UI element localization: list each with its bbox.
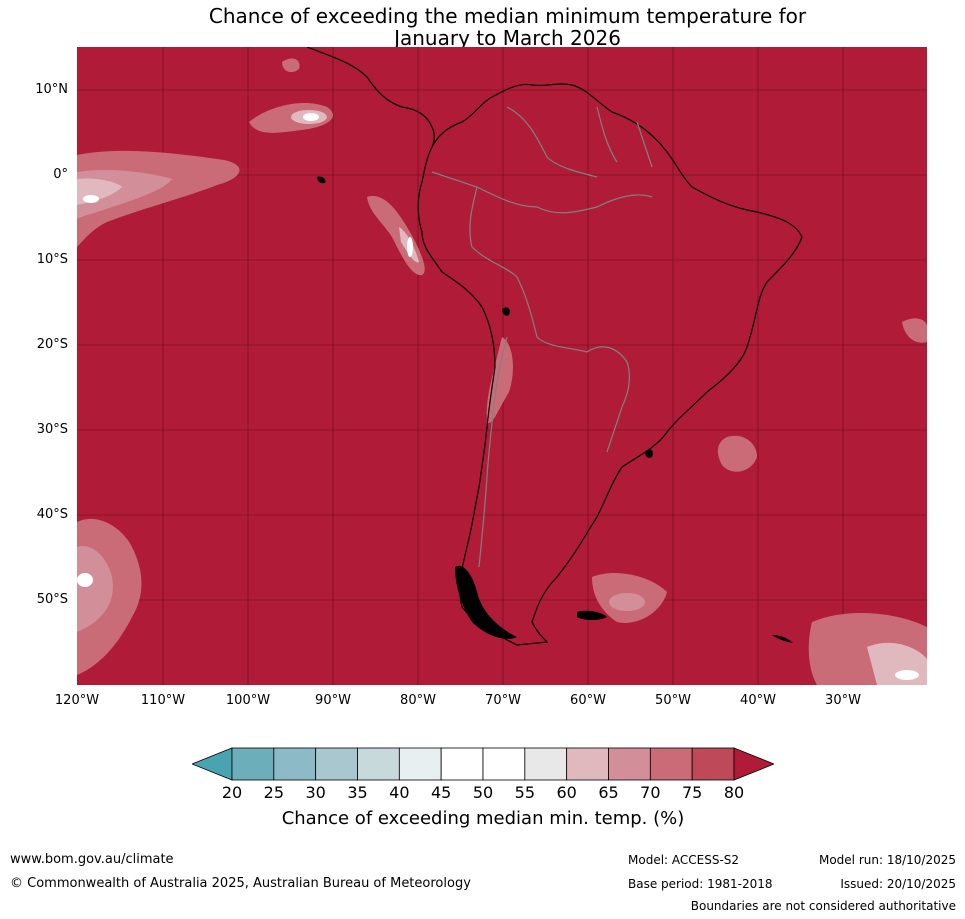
- colorbar-tick-label: 35: [347, 783, 368, 802]
- falkland-islands: [577, 610, 607, 620]
- disclaimer-text: Boundaries are not considered authoritat…: [690, 899, 956, 913]
- title-line-1: Chance of exceeding the median minimum t…: [208, 4, 807, 28]
- lon-label-30w: 30°W: [825, 693, 861, 708]
- lon-label-100w: 100°W: [225, 693, 271, 708]
- title-line-2: January to March 2026: [394, 26, 621, 50]
- colorbar-over-arrow: [733, 747, 774, 781]
- lake-titicaca: [502, 307, 510, 316]
- colorbar-tick-label: 60: [556, 783, 577, 802]
- map-panel: [77, 47, 927, 685]
- colorbar-label: Chance of exceeding median min. temp. (%…: [281, 808, 685, 829]
- lon-label-110w: 110°W: [140, 693, 186, 708]
- colorbar-tick-label: 45: [430, 783, 452, 802]
- lat-label-10n: 10°N: [35, 82, 68, 97]
- base-period-text: Base period: 1981-2018: [628, 877, 773, 891]
- colorbar-cell: [482, 747, 526, 781]
- central-america-coastline: [306, 47, 435, 148]
- colorbar-cell: [608, 747, 651, 781]
- patagonia-islands: [455, 565, 517, 639]
- lat-label-0: 0°: [53, 167, 68, 182]
- colorbar-cell: [398, 747, 442, 781]
- colorbar-cell: [273, 747, 317, 781]
- colorbar-cell: [440, 747, 484, 781]
- graticule: [77, 47, 927, 685]
- colorbar-cell: [524, 747, 568, 781]
- lon-label-90w: 90°W: [315, 693, 351, 708]
- issued-text: Issued: 20/10/2025: [840, 877, 956, 891]
- lat-label-40s: 40°S: [36, 507, 68, 522]
- lon-label-120w: 120°W: [54, 693, 100, 708]
- lon-label-40w: 40°W: [740, 693, 776, 708]
- colorbar-cell: [566, 747, 609, 781]
- colorbar-tick-label: 50: [472, 783, 494, 802]
- colorbar-tick-label: 30: [305, 783, 326, 802]
- probability-patches: [77, 58, 927, 685]
- south-georgia: [772, 635, 793, 643]
- copyright-text: © Commonwealth of Australia 2025, Austra…: [10, 876, 471, 891]
- lagoa-dos-patos: [645, 449, 653, 458]
- colorbar-tick-label: 55: [514, 783, 535, 802]
- model-text: Model: ACCESS-S2: [628, 853, 740, 867]
- colorbar: [192, 747, 774, 781]
- south-america-coastline: [417, 83, 803, 646]
- lon-label-60w: 60°W: [570, 693, 606, 708]
- lon-label-80w: 80°W: [400, 693, 436, 708]
- colorbar-cell: [649, 747, 693, 781]
- model-run-text: Model run: 18/10/2025: [818, 853, 956, 867]
- lat-label-30s: 30°S: [36, 422, 68, 437]
- website-link[interactable]: www.bom.gov.au/climate: [10, 852, 174, 867]
- colorbar-tick-label: 65: [598, 783, 619, 802]
- colorbar-cell: [231, 747, 275, 781]
- colorbar-tick-label: 25: [263, 783, 284, 802]
- colorbar-tick-label: 80: [723, 783, 745, 802]
- galapagos-islands: [317, 176, 326, 184]
- map-canvas: [77, 47, 927, 685]
- lon-label-70w: 70°W: [485, 693, 521, 708]
- lat-label-20s: 20°S: [36, 337, 68, 352]
- colorbar-cell: [315, 747, 358, 781]
- country-borders: [431, 106, 653, 568]
- colorbar-tick-label: 20: [221, 783, 243, 802]
- colorbar-cell: [691, 747, 735, 781]
- colorbar-cell: [357, 747, 400, 781]
- lat-label-10s: 10°S: [36, 252, 68, 267]
- colorbar-under-arrow: [192, 747, 233, 781]
- lat-label-50s: 50°S: [36, 592, 68, 607]
- colorbar-tick-label: 70: [640, 783, 661, 802]
- colorbar-tick-label: 40: [389, 783, 410, 802]
- lon-label-50w: 50°W: [655, 693, 691, 708]
- map-title: Chance of exceeding the median minimum t…: [0, 5, 965, 49]
- colorbar-tick-label: 75: [681, 783, 703, 802]
